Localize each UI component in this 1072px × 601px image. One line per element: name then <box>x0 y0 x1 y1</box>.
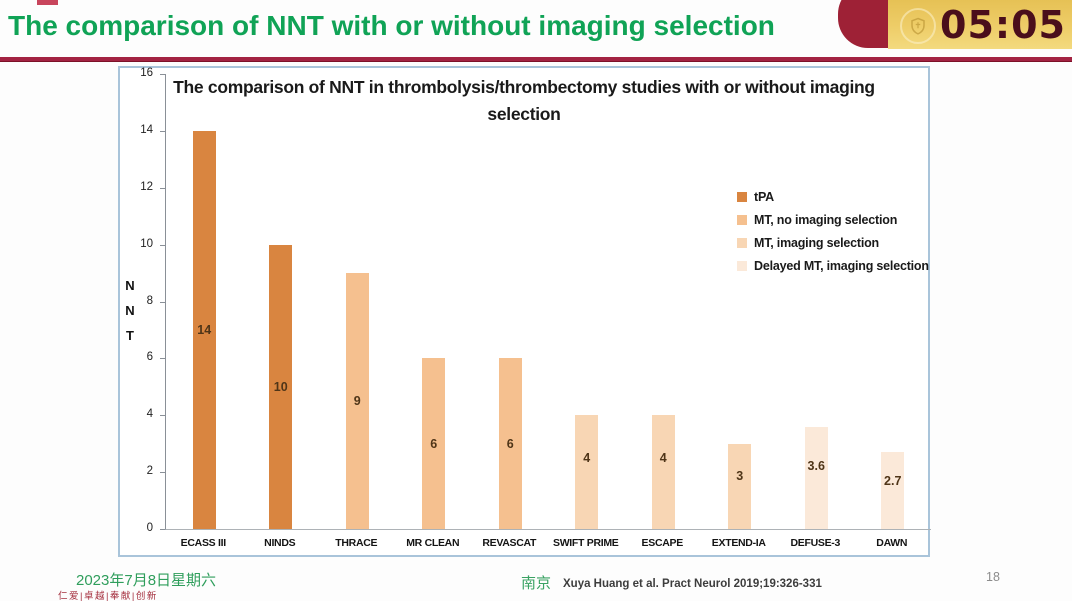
bar-swift-prime: 4 <box>575 415 599 529</box>
bar-escape: 4 <box>651 415 675 529</box>
x-axis-label: MR CLEAN <box>406 537 460 549</box>
bar-value-label: 10 <box>273 379 288 394</box>
x-axis-label: DEFUSE-3 <box>790 537 841 549</box>
bar-defuse-3: 3.6 <box>804 426 828 529</box>
bar-value-label: 6 <box>430 436 438 451</box>
bar-slot: 10 <box>243 74 320 529</box>
top-edge-red-mark <box>37 0 58 5</box>
bar-ninds: 10 <box>269 244 293 529</box>
y-tick-label: 8 <box>146 294 153 307</box>
bar-dawn: 2.7 <box>881 452 905 529</box>
bar-mr-clean: 6 <box>422 358 446 529</box>
bar-value-label: 4 <box>659 451 667 466</box>
citation-text: Xuya Huang et al. Pract Neurol 2019;19:3… <box>563 578 822 590</box>
x-axis-label: EXTEND-IA <box>711 537 766 549</box>
bar-slot: 9 <box>319 74 396 529</box>
chart-title: The comparison of NNT in thrombolysis/th… <box>173 77 875 125</box>
legend-swatch <box>737 261 747 271</box>
bar-value-label: 3.6 <box>807 458 825 473</box>
bar-extend-ia: 3 <box>728 443 752 529</box>
y-tick-label: 6 <box>146 351 153 364</box>
legend-item: Delayed MT, imaging selection <box>737 259 929 273</box>
legend-label: tPA <box>754 190 774 204</box>
legend-item: tPA <box>737 190 929 204</box>
bar-value-label: 14 <box>197 322 212 337</box>
legend-swatch <box>737 192 747 202</box>
legend-label: Delayed MT, imaging selection <box>754 259 929 273</box>
bar-value-label: 9 <box>353 394 361 409</box>
y-axis-label-letter: T <box>126 328 134 343</box>
chart-legend: tPA MT, no imaging selection MT, imaging s… <box>737 190 929 273</box>
x-axis-label: NINDS <box>264 537 296 549</box>
y-axis-ticks: 0 2 4 6 8 10 12 14 16 <box>120 67 165 534</box>
bar-revascat: 6 <box>498 358 522 529</box>
legend-item: MT, imaging selection <box>737 236 929 250</box>
bar-slot: 3.6 <box>778 74 855 529</box>
y-tick-label: 14 <box>140 123 153 136</box>
y-tick-mark <box>160 415 165 417</box>
legend-swatch <box>737 238 747 248</box>
banner-divider <box>0 57 1072 62</box>
legend-label: MT, imaging selection <box>754 236 879 250</box>
y-tick-label: 16 <box>140 67 153 79</box>
plot-area: 14 10 9 6 6 4 4 3 3.6 2.7 <box>165 74 931 530</box>
x-axis-label: REVASCAT <box>482 537 537 549</box>
bar-value-label: 2.7 <box>884 474 902 489</box>
y-tick-mark <box>160 244 165 246</box>
date-text: 2023年7月8日星期六 <box>76 572 217 589</box>
bar-slot: 4 <box>549 74 626 529</box>
bar-value-label: 6 <box>506 436 514 451</box>
x-axis-labels: ECASS III NINDS THRACE MR CLEAN REVASCAT SWIF… <box>165 537 930 549</box>
bar-slot: 6 <box>472 74 549 529</box>
y-tick-mark <box>160 358 165 360</box>
y-tick-label: 10 <box>140 237 153 250</box>
x-axis-label: SWIFT PRIME <box>552 537 619 549</box>
x-axis-label: ECASS III <box>180 537 226 549</box>
y-tick-label: 4 <box>146 408 153 421</box>
bar-value-label: 3 <box>736 469 744 484</box>
shield-badge-icon <box>900 8 936 44</box>
motto-text: 仁爱|卓越|奉献|创新 <box>58 591 158 601</box>
bar-slot: 14 <box>166 74 243 529</box>
y-tick-mark <box>160 187 165 189</box>
legend-swatch <box>737 215 747 225</box>
y-axis-label-letter: N <box>125 303 135 318</box>
city-text: 南京 <box>521 575 552 592</box>
bar-slot: 4 <box>625 74 702 529</box>
x-axis-label: ESCAPE <box>641 537 684 549</box>
y-tick-label: 2 <box>146 465 153 478</box>
bar-value-label: 4 <box>583 451 591 466</box>
bar-slot: 6 <box>396 74 473 529</box>
legend-item: MT, no imaging selection <box>737 213 929 227</box>
y-tick-label: 12 <box>140 180 153 193</box>
bar-chart: The comparison of NNT in thrombolysis/th… <box>118 66 931 557</box>
countdown-timer: 05:05 <box>940 2 1066 47</box>
slide-title: The comparison of NNT with or without im… <box>8 10 775 41</box>
y-tick-mark <box>160 301 165 303</box>
y-tick-mark <box>160 529 165 530</box>
timer-panel: 05:05 <box>888 0 1072 49</box>
x-axis-label: THRACE <box>335 537 378 549</box>
page-number: 18 <box>986 570 1000 584</box>
y-tick-mark <box>160 74 165 75</box>
y-tick-mark <box>160 130 165 132</box>
y-axis-label-letter: N <box>125 278 135 293</box>
bar-slot: 3 <box>702 74 779 529</box>
y-tick-mark <box>160 472 165 474</box>
legend-label: MT, no imaging selection <box>754 213 898 227</box>
bar-ecass-iii: 14 <box>192 130 216 529</box>
bar-thrace: 9 <box>345 273 369 529</box>
y-tick-label: 0 <box>146 522 153 534</box>
bar-slot: 2.7 <box>855 74 932 529</box>
x-axis-label: DAWN <box>876 537 908 549</box>
